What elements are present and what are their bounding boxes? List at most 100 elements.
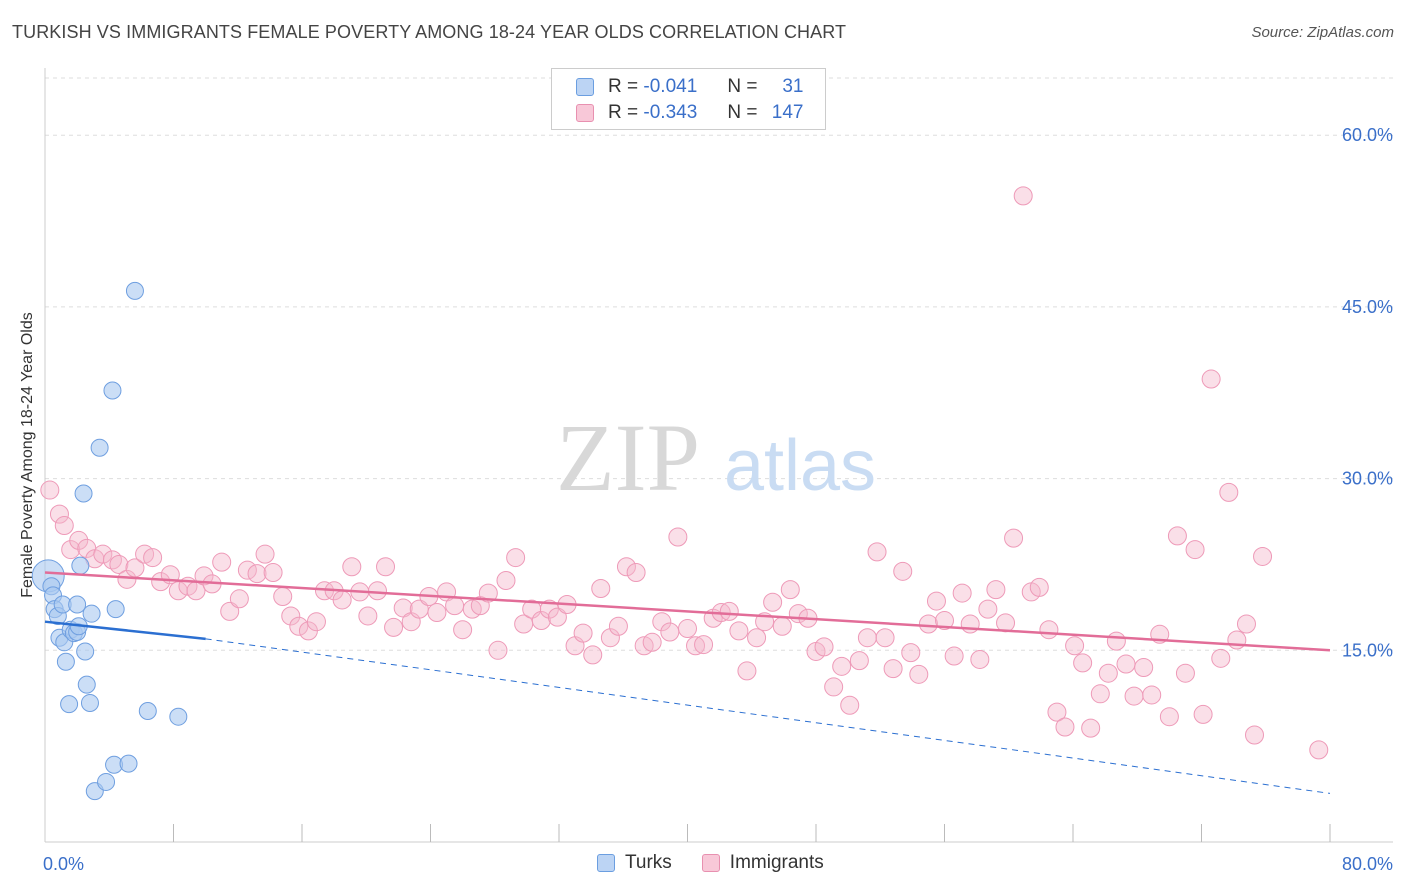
- immigrants-point: [229, 589, 249, 609]
- turks-legend-swatch: [597, 854, 615, 872]
- immigrants-point: [772, 616, 792, 636]
- turks-point: [97, 772, 116, 791]
- r-label: R =: [608, 76, 639, 97]
- turks-point: [56, 652, 75, 671]
- immigrants-point: [506, 548, 526, 568]
- immigrants-point: [281, 606, 301, 626]
- immigrants-point: [737, 661, 757, 681]
- immigrants-point: [367, 581, 387, 601]
- immigrants-point: [1004, 528, 1024, 548]
- immigrants-point: [427, 603, 447, 623]
- immigrants-r-value: -0.343: [643, 102, 698, 123]
- turks-n-value: 31: [782, 76, 804, 97]
- immigrants-point: [573, 623, 593, 643]
- immigrants-point: [867, 542, 887, 562]
- immigrants-point: [194, 566, 214, 586]
- immigrants-point: [539, 599, 559, 619]
- turks-point: [169, 707, 188, 726]
- immigrants-trend-line: [44, 571, 1331, 652]
- turks-point: [103, 381, 122, 400]
- immigrants-points: [40, 186, 1329, 760]
- turks-point: [76, 642, 95, 661]
- immigrants-point: [883, 659, 903, 679]
- immigrants-point: [719, 601, 739, 621]
- immigrants-point: [857, 628, 877, 648]
- n-label: N =: [727, 102, 758, 123]
- immigrants-point: [93, 544, 113, 564]
- immigrants-point: [875, 628, 895, 648]
- immigrants-point: [668, 527, 688, 547]
- immigrants-point: [1047, 702, 1067, 722]
- immigrants-point: [1227, 630, 1247, 650]
- turks-point: [80, 693, 99, 712]
- immigrants-point: [453, 620, 473, 640]
- chart-source: Source: ZipAtlas.com: [1251, 24, 1394, 41]
- immigrants-point: [747, 628, 767, 648]
- immigrants-point: [608, 616, 628, 636]
- immigrants-point: [358, 606, 378, 626]
- turks-point: [74, 484, 93, 503]
- legend-row-immigrants: R = -0.343 N = 147: [576, 101, 804, 125]
- immigrants-point: [926, 591, 946, 611]
- immigrants-point: [1013, 186, 1033, 206]
- r-label: R =: [608, 102, 639, 123]
- y-tick-label: 15.0%: [1342, 640, 1393, 660]
- watermark: ZIP atlas: [556, 404, 876, 511]
- immigrants-point: [1039, 620, 1059, 640]
- trend-lines: [44, 571, 1331, 794]
- turks-point: [119, 754, 138, 773]
- chart-title: TURKISH VS IMMIGRANTS FEMALE POVERTY AMO…: [12, 22, 847, 42]
- immigrants-point: [694, 635, 714, 655]
- immigrants-point: [1124, 686, 1144, 706]
- turks-trend-extension: [205, 638, 1331, 794]
- immigrants-point: [935, 611, 954, 631]
- immigrants-point: [944, 646, 964, 666]
- turks-point: [125, 281, 144, 300]
- legend-row-turks: R = -0.041 N = 31: [576, 75, 804, 99]
- series-legend: Turks Immigrants: [597, 852, 824, 874]
- immigrants-point: [143, 548, 163, 568]
- immigrants-point: [960, 614, 980, 634]
- immigrants-point: [1167, 526, 1187, 546]
- immigrants-point: [1055, 717, 1075, 737]
- turks-point: [60, 695, 79, 714]
- x-tick-label: 0.0%: [43, 854, 84, 874]
- turks-points: [31, 281, 188, 801]
- immigrants-point: [1253, 546, 1273, 566]
- immigrants-point: [1245, 725, 1265, 745]
- immigrants-point: [247, 564, 267, 584]
- immigrants-point: [384, 617, 404, 637]
- immigrants-point: [763, 592, 783, 612]
- immigrants-point: [1098, 663, 1118, 683]
- immigrants-point: [626, 562, 646, 582]
- turks-point: [71, 556, 90, 575]
- immigrants-point: [729, 621, 749, 641]
- immigrants-point: [220, 601, 240, 621]
- immigrants-point: [54, 516, 74, 536]
- immigrants-legend-label: Immigrants: [729, 852, 824, 873]
- immigrants-point: [49, 504, 69, 524]
- turks-swatch: [576, 78, 594, 96]
- turks-point: [138, 701, 157, 720]
- immigrants-legend-swatch: [701, 854, 720, 872]
- immigrants-point: [289, 616, 309, 636]
- turks-point: [68, 595, 87, 614]
- tick-labels: 15.0% 30.0% 45.0% 60.0% 0.0% 80.0%: [43, 125, 1393, 874]
- immigrants-point: [332, 590, 352, 610]
- immigrants-point: [1219, 482, 1239, 502]
- immigrants-point: [893, 561, 913, 581]
- immigrants-point: [832, 656, 852, 676]
- immigrants-point: [1090, 684, 1110, 704]
- immigrants-point: [212, 552, 232, 572]
- immigrants-point: [547, 607, 567, 627]
- immigrants-point: [306, 612, 326, 632]
- axes: [44, 68, 1393, 843]
- immigrants-point: [1142, 685, 1162, 705]
- immigrants-point: [488, 640, 508, 660]
- immigrants-point: [1065, 636, 1085, 656]
- immigrants-point: [1134, 657, 1154, 677]
- immigrants-point: [1236, 614, 1256, 634]
- immigrants-point: [69, 530, 89, 550]
- correlation-legend: R = -0.041 N = 31 R = -0.343 N = 147: [551, 68, 826, 130]
